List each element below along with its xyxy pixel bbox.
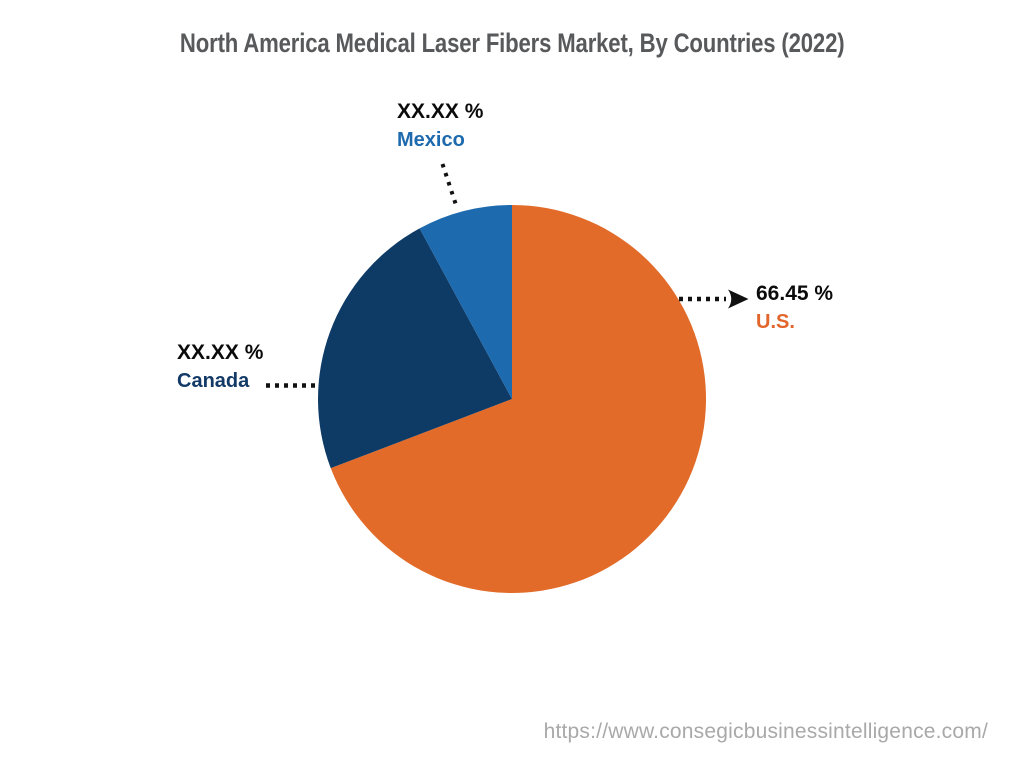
us-label: 66.45 % U.S.	[756, 282, 834, 334]
mexico-pointer-line	[440, 163, 459, 209]
mexico-label: XX.XX % Mexico	[397, 100, 484, 152]
pie-slice-mexico	[419, 205, 512, 399]
chart-title-text: North America Medical Laser Fibers Marke…	[179, 28, 845, 58]
chart-title: North America Medical Laser Fibers Marke…	[0, 28, 1024, 59]
us-name: U.S.	[756, 311, 795, 333]
canada-name: Canada	[177, 370, 250, 392]
canada-label: XX.XX % Canada	[177, 341, 264, 393]
watermark-url: https://www.consegicbusinessintelligence…	[543, 720, 988, 743]
us-pointer-arrowhead	[728, 289, 749, 309]
mexico-value: XX.XX %	[397, 100, 484, 123]
us-value: 66.45 %	[756, 282, 834, 305]
mexico-name: Mexico	[397, 129, 465, 151]
pie-slice-canada	[318, 228, 512, 469]
pie-slices	[318, 205, 707, 593]
canada-value: XX.XX %	[177, 341, 264, 364]
pie-slice-us	[330, 205, 707, 593]
